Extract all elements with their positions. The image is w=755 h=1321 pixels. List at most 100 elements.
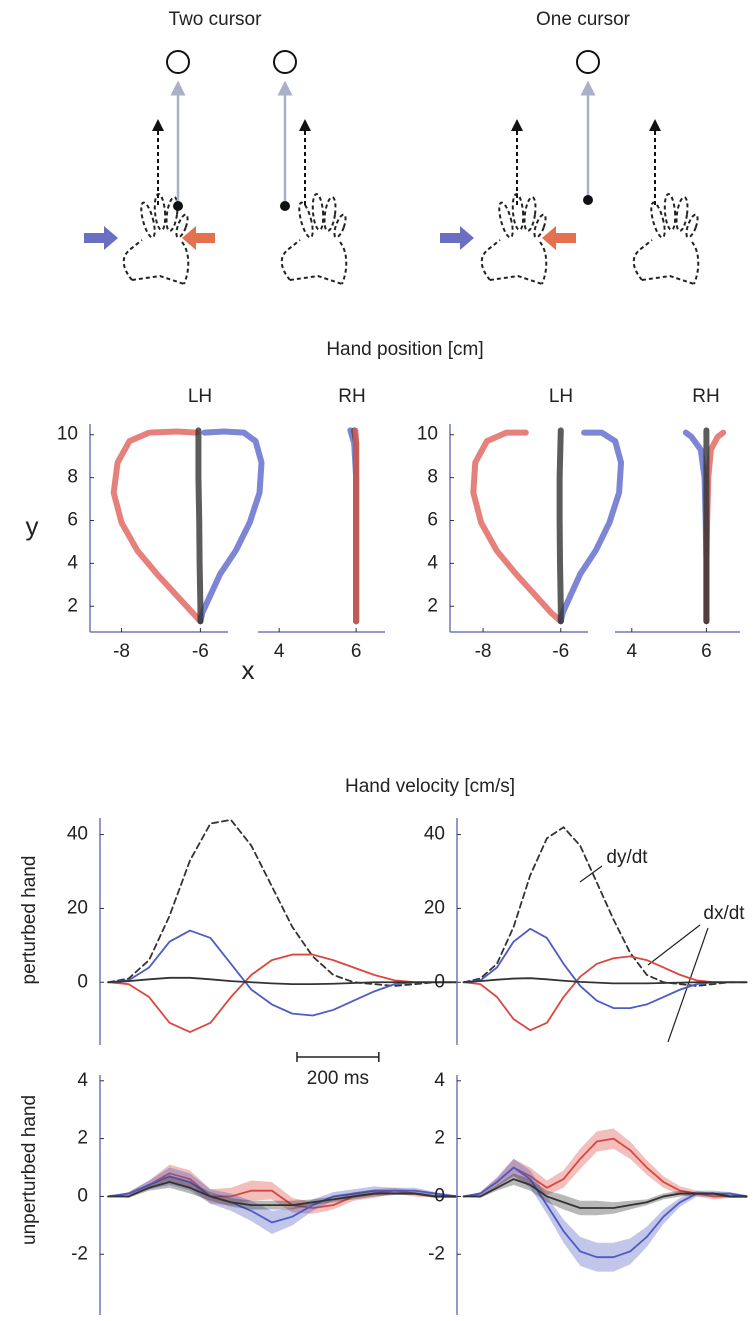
series-line [462, 826, 748, 987]
series-line [197, 428, 265, 625]
section-title: Hand velocity [cm/s] [345, 776, 515, 797]
y-tick-label: 40 [424, 824, 445, 845]
x-tick-label: -8 [113, 641, 130, 662]
x-tick-label: 6 [351, 641, 362, 662]
cursor [280, 201, 290, 211]
chart: -2 0 2 4 [71, 1070, 457, 1315]
leader-line [667, 927, 709, 1043]
y-tick-label: 20 [67, 897, 88, 918]
hand [632, 192, 701, 285]
error-band [463, 1158, 747, 1272]
y-tick-label: 20 [424, 897, 445, 918]
y-tick-label: 0 [77, 1185, 88, 1206]
hand [280, 192, 349, 285]
cursor [583, 195, 593, 205]
x-tick-label: 4 [627, 641, 638, 662]
series-line [352, 427, 360, 625]
row-label: unperturbed hand [19, 1095, 40, 1245]
error-band [108, 1176, 456, 1210]
target [576, 50, 600, 74]
series-line [557, 429, 625, 625]
schematic: Two cursor One cursor [84, 9, 701, 285]
annotation: dx/dt [703, 903, 745, 924]
y-tick-label: 0 [434, 971, 445, 992]
chart-title: RH [338, 386, 365, 407]
series-line [107, 953, 457, 1033]
schematic-label: One cursor [536, 9, 631, 30]
y-tick-label: 2 [77, 1128, 88, 1149]
series-line [107, 1175, 457, 1224]
force-arrow [440, 226, 474, 250]
y-tick-label: -2 [71, 1243, 88, 1264]
chart: RH 4 6 [258, 386, 385, 662]
series-line [470, 429, 564, 625]
series-line [110, 428, 204, 625]
y-tick-label: 0 [77, 971, 88, 992]
y-axis-label: y [26, 511, 39, 541]
hand [480, 192, 549, 285]
y-tick-label: -2 [428, 1243, 445, 1264]
x-tick-label: -6 [192, 641, 209, 662]
x-tick-label: 6 [701, 641, 712, 662]
series-line [107, 818, 457, 987]
scale-bar-label: 200 ms [307, 1068, 369, 1089]
y-tick-label: 2 [67, 595, 78, 616]
force-arrow [542, 226, 576, 250]
chart: -2 0 2 4 [428, 1070, 748, 1315]
x-tick-label: -6 [552, 641, 569, 662]
y-tick-label: 6 [67, 510, 78, 531]
y-tick-label: 40 [67, 824, 88, 845]
y-tick-label: 10 [417, 424, 438, 445]
y-tick-label: 2 [434, 1128, 445, 1149]
force-arrow [182, 226, 215, 250]
y-tick-label: 2 [427, 595, 438, 616]
series-line [682, 429, 710, 625]
error-band [463, 1173, 747, 1216]
schematic-label: Two cursor [169, 9, 263, 30]
chart: LH -8 -6 2 4 6 8 10 x y [26, 386, 265, 685]
error-band [108, 1167, 456, 1235]
leader-line [579, 865, 603, 883]
y-tick-label: 0 [434, 1185, 445, 1206]
section-title: Hand position [cm] [326, 339, 483, 360]
series-line [462, 1178, 748, 1209]
x-tick-label: 4 [274, 641, 285, 662]
chart-title: RH [692, 386, 719, 407]
series-line [107, 976, 457, 985]
row-label: perturbed hand [19, 856, 40, 985]
chart: RH 4 6 [615, 386, 740, 662]
chart-title: LH [188, 386, 212, 407]
x-axis-label: x [242, 655, 255, 685]
annotation: dy/dt [606, 847, 648, 868]
target [273, 50, 297, 74]
error-band [463, 1128, 747, 1200]
y-tick-label: 8 [427, 467, 438, 488]
y-tick-label: 4 [434, 1070, 445, 1091]
chart: LH -8 -6 2 4 6 8 10 [417, 386, 625, 662]
annotation-leaders [579, 865, 709, 1043]
series-line [195, 427, 204, 625]
scale-bar [296, 1052, 380, 1062]
series-line [462, 977, 748, 985]
cursor [173, 201, 183, 211]
leader-line [647, 924, 701, 966]
x-tick-label: -8 [475, 641, 492, 662]
y-tick-label: 4 [427, 552, 438, 573]
force-arrow [84, 226, 118, 250]
y-tick-label: 10 [57, 424, 78, 445]
series-line [107, 1181, 457, 1207]
y-tick-label: 4 [77, 1070, 88, 1091]
y-tick-label: 6 [427, 510, 438, 531]
series-line [462, 955, 748, 1032]
error-band [108, 1164, 456, 1214]
series-line [462, 927, 748, 1009]
y-tick-label: 8 [67, 467, 78, 488]
chart-title: LH [549, 386, 573, 407]
series-line [107, 929, 457, 1017]
target [166, 50, 190, 74]
y-tick-label: 4 [67, 552, 78, 573]
chart: 0 20 40 dy/dt dx/dt [424, 818, 748, 1045]
